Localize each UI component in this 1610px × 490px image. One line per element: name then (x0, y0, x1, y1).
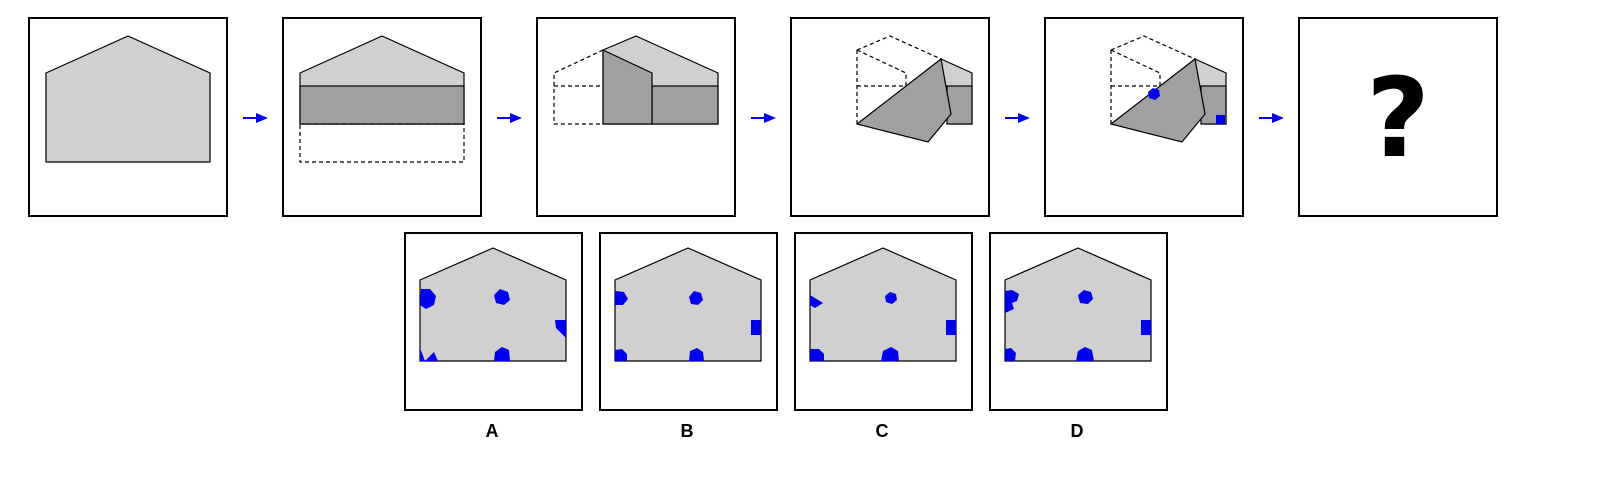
punched-hole (881, 347, 899, 361)
option-d-panel[interactable]: D (989, 232, 1168, 441)
punched-hole (1216, 115, 1225, 124)
folded-flap (602, 49, 653, 125)
punched-hole (1076, 347, 1094, 361)
punched-hole (810, 295, 823, 308)
option-c-panel[interactable]: C (794, 232, 973, 441)
punched-hole (751, 320, 761, 335)
folded-away-outline (553, 49, 604, 125)
step-6-frame (1298, 17, 1498, 217)
option-b-label[interactable]: B (681, 421, 694, 441)
right-arrow-icon (1005, 113, 1030, 123)
question-mark: ? (1366, 54, 1430, 182)
punched-hole (425, 352, 438, 361)
step-1-panel (28, 17, 228, 217)
step-5-panel (1044, 17, 1244, 217)
punched-hole (689, 291, 703, 305)
punched-hole (494, 289, 510, 305)
punched-hole (1141, 320, 1151, 335)
option-c-label[interactable]: C (876, 421, 889, 441)
step-4-panel (790, 17, 990, 217)
punched-hole (1148, 88, 1160, 100)
punched-hole (615, 291, 628, 305)
option-a-panel[interactable]: A (404, 232, 583, 441)
step-2-panel (282, 17, 482, 217)
folded-strip (946, 85, 973, 125)
right-arrow-icon (497, 113, 522, 123)
punched-hole (615, 349, 627, 361)
punched-hole (885, 292, 897, 304)
punched-hole (555, 320, 566, 338)
punched-hole (1078, 290, 1093, 304)
right-arrow-icon (751, 113, 776, 123)
punched-hole (494, 347, 510, 361)
folded-away-outline (1110, 35, 1196, 60)
punched-hole (1005, 290, 1019, 313)
punched-hole (420, 289, 436, 309)
folded-flap (855, 57, 952, 143)
punched-hole (689, 348, 704, 361)
step-6-panel: ? (1298, 17, 1498, 217)
folded-away-outline (856, 35, 942, 60)
step-3-panel (536, 17, 736, 217)
folded-strip (299, 85, 465, 125)
option-a-label[interactable]: A (486, 421, 499, 441)
option-b-panel[interactable]: B (599, 232, 778, 441)
house-sheet (45, 35, 211, 163)
punched-hole (1005, 348, 1016, 361)
folded-flap (1109, 57, 1206, 143)
folded-strip (651, 85, 719, 125)
option-d-label[interactable]: D (1071, 421, 1084, 441)
right-arrow-icon (243, 113, 268, 123)
punched-hole (946, 320, 956, 335)
right-arrow-icon (1259, 113, 1284, 123)
punched-hole (810, 349, 824, 361)
punched-hole (420, 348, 425, 361)
folded-away-outline (299, 123, 465, 163)
